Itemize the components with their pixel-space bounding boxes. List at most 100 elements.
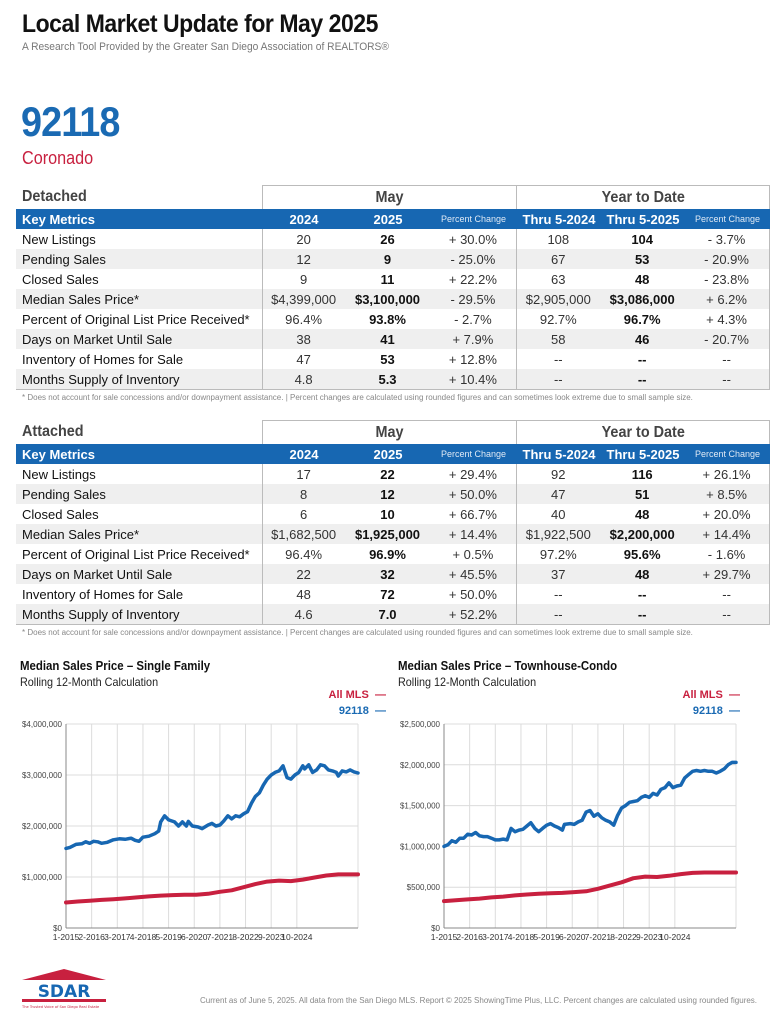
- metric-value: $1,922,500: [525, 526, 591, 542]
- metric-value: 9: [300, 271, 308, 287]
- metric-value: + 50.0%: [448, 486, 497, 502]
- column-header: 2024: [289, 446, 319, 462]
- metric-value: 96.4%: [285, 311, 323, 327]
- metric-value: 5.3: [378, 371, 397, 387]
- series-line-all-mls: [442, 870, 738, 904]
- x-tick-label: 10-2024: [281, 932, 312, 942]
- metric-value: + 26.1%: [702, 466, 751, 482]
- metric-value: --: [553, 606, 563, 622]
- metric-label: Closed Sales: [22, 506, 99, 522]
- column-header-row: Key Metrics 2024 2025 Percent Change Thru 5-…: [16, 444, 770, 464]
- x-tick-label: 9-2023: [636, 932, 663, 942]
- table-body: New Listings 20 26 + 30.0% 108 104 - 3.7% Pendi…: [16, 229, 770, 390]
- metric-value: 38: [296, 331, 311, 347]
- metric-value: + 45.5%: [448, 566, 497, 582]
- column-divider: [516, 464, 517, 624]
- footer-text: Current as of June 5, 2025. All data fro…: [200, 996, 758, 1005]
- metric-value: + 29.4%: [448, 466, 497, 482]
- metric-value: - 25.0%: [450, 251, 496, 267]
- metric-value: 93.8%: [369, 311, 406, 327]
- metric-value: --: [722, 586, 731, 602]
- table-row: Median Sales Price* $1,682,500 $1,925,000 +…: [16, 524, 769, 544]
- chart-townhouse-condo: Median Sales Price – Townhouse-Condo Rol…: [394, 658, 764, 948]
- y-tick-label: $3,000,000: [22, 771, 63, 780]
- table-row: Percent of Original List Price Received*…: [16, 544, 769, 564]
- metric-label: Median Sales Price*: [22, 526, 140, 542]
- metric-label: Percent of Original List Price Received*: [22, 546, 250, 562]
- metric-value: - 29.5%: [450, 291, 496, 307]
- x-tick-label: 8-2022: [232, 932, 259, 942]
- metric-value: + 4.3%: [706, 311, 747, 327]
- metric-value: 22: [296, 566, 311, 582]
- report-title: Local Market Update for May 2025: [22, 10, 378, 38]
- metric-value: 104: [631, 231, 654, 247]
- table-row: Pending Sales 8 12 + 50.0% 47 51 + 8.5%: [16, 484, 769, 504]
- metric-value: --: [722, 606, 731, 622]
- table-footnote: * Does not account for sale concessions …: [22, 393, 693, 402]
- report-subtitle: A Research Tool Provided by the Greater …: [22, 41, 389, 53]
- metric-value: + 30.0%: [448, 231, 497, 247]
- table-row: Months Supply of Inventory 4.6 7.0 + 52.2% -…: [16, 604, 769, 624]
- column-header: Thru 5-2024: [522, 446, 596, 462]
- column-header: Percent Change: [440, 449, 507, 459]
- metric-value: 10: [380, 506, 395, 522]
- metric-value: + 22.2%: [448, 271, 497, 287]
- metric-value: 26: [380, 231, 395, 247]
- metric-value: - 23.8%: [704, 271, 749, 287]
- metric-value: --: [722, 351, 731, 367]
- x-tick-label: 5-2019: [533, 932, 560, 942]
- metric-value: $1,925,000: [354, 526, 421, 542]
- metric-value: $3,100,000: [354, 291, 421, 307]
- table-row: Inventory of Homes for Sale 48 72 + 50.0% --…: [16, 584, 769, 604]
- column-header: Percent Change: [694, 449, 761, 459]
- metric-label: Months Supply of Inventory: [22, 606, 180, 622]
- group-header-ytd: Year to Date: [516, 185, 770, 209]
- y-tick-label: $500,000: [407, 883, 441, 892]
- group-header-ytd: Year to Date: [516, 420, 770, 444]
- chart-subtitle: Rolling 12-Month Calculation: [398, 675, 537, 689]
- chart-title: Median Sales Price – Single Family: [20, 658, 211, 673]
- table-row: Closed Sales 9 11 + 22.2% 63 48 - 23.8%: [16, 269, 769, 289]
- metric-value: --: [637, 586, 647, 602]
- group-header-may: May: [262, 420, 517, 444]
- metric-value: 40: [551, 506, 566, 522]
- metric-value: + 7.9%: [452, 331, 494, 347]
- x-tick-label: 9-2023: [258, 932, 285, 942]
- metric-value: 4.8: [294, 371, 313, 387]
- x-tick-label: 3-2017: [104, 932, 131, 942]
- metric-value: 58: [551, 331, 566, 347]
- table-row: Pending Sales 12 9 - 25.0% 67 53 - 20.9%: [16, 249, 769, 269]
- metric-value: + 12.8%: [448, 351, 497, 367]
- metric-value: 63: [551, 271, 566, 287]
- x-tick-label: 6-2020: [559, 932, 586, 942]
- table-row: Median Sales Price* $4,399,000 $3,100,000 -…: [16, 289, 769, 309]
- legend-all-mls: All MLS —: [328, 689, 386, 701]
- metric-value: --: [553, 351, 563, 367]
- y-tick-label: $0: [53, 924, 62, 933]
- column-header: Thru 5-2025: [606, 211, 680, 227]
- x-tick-label: 3-2017: [482, 932, 509, 942]
- column-header: Thru 5-2024: [522, 211, 596, 227]
- metric-value: --: [637, 606, 647, 622]
- metric-value: 41: [380, 331, 395, 347]
- metric-label: Closed Sales: [22, 271, 99, 287]
- metric-label: Pending Sales: [22, 251, 106, 267]
- metric-value: 47: [551, 486, 566, 502]
- column-header: Key Metrics: [22, 446, 95, 462]
- x-tick-label: 8-2022: [610, 932, 637, 942]
- legend-all-mls: All MLS —: [682, 689, 740, 701]
- column-header: Percent Change: [694, 214, 761, 224]
- metric-value: $4,399,000: [271, 291, 337, 307]
- metric-value: - 2.7%: [454, 311, 492, 327]
- y-tick-label: $2,000,000: [400, 761, 441, 770]
- metric-label: Days on Market Until Sale: [22, 566, 173, 582]
- sdar-logo: SDAR The Trusted Voice of San Diego Real…: [21, 969, 106, 1009]
- metric-value: 48: [634, 271, 650, 287]
- metric-label: Inventory of Homes for Sale: [22, 586, 184, 602]
- column-header: Percent Change: [440, 214, 507, 224]
- y-tick-label: $2,000,000: [22, 822, 63, 831]
- chart-single-family: Median Sales Price – Single Family Rolli…: [16, 658, 386, 948]
- metric-value: 7.0: [378, 606, 397, 622]
- metric-label: Days on Market Until Sale: [22, 331, 173, 347]
- metric-value: 17: [296, 466, 311, 482]
